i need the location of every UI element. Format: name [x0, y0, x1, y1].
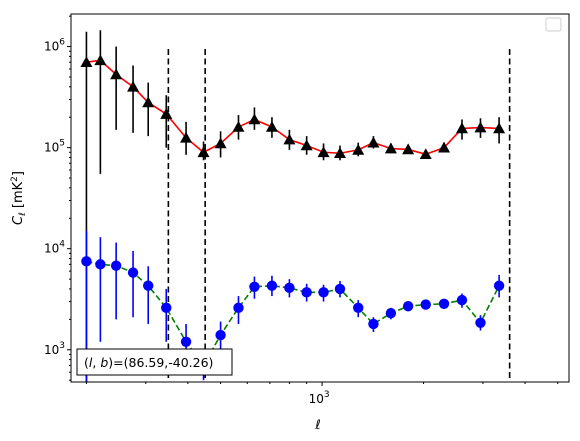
point-1-11: [266, 280, 278, 291]
point-0-10: [248, 113, 261, 125]
x-tick-label: 103: [309, 390, 330, 406]
point-0-0: [80, 56, 93, 68]
point-1-14: [318, 287, 329, 298]
point-0-18: [384, 142, 397, 154]
point-1-19: [402, 300, 414, 312]
y-axis-label: Cℓ [mK2]: [10, 171, 28, 225]
point-0-4: [142, 96, 155, 108]
point-0-6: [180, 131, 193, 143]
point-1-22: [456, 294, 468, 306]
point-1-12: [284, 282, 295, 294]
point-1-3: [127, 267, 139, 278]
point-1-23: [475, 317, 486, 328]
point-0-13: [300, 139, 313, 151]
point-1-21: [438, 298, 450, 310]
annotation-text: (l, b)=(86.59,-40.26): [84, 355, 213, 370]
series-0: [80, 30, 506, 382]
point-0-16: [352, 143, 365, 155]
point-0-22: [455, 122, 468, 134]
y-tick-label: 103: [44, 341, 65, 357]
point-1-2: [110, 260, 122, 271]
point-0-24: [493, 122, 506, 134]
point-0-5: [160, 108, 173, 119]
point-0-11: [265, 121, 278, 132]
point-1-15: [334, 283, 346, 295]
point-1-18: [385, 308, 397, 319]
plot-clip-group: [80, 30, 511, 382]
legend-box: [545, 17, 562, 32]
annotation-box: (l, b)=(86.59,-40.26): [76, 348, 233, 376]
point-1-24: [493, 280, 505, 291]
point-0-14: [317, 146, 330, 158]
y-tick-label: 104: [44, 240, 65, 256]
point-1-10: [249, 281, 260, 292]
plot-area: [80, 30, 511, 382]
point-1-16: [353, 302, 364, 314]
point-0-7: [197, 146, 210, 158]
point-0-12: [283, 133, 296, 145]
point-0-21: [438, 141, 451, 153]
point-1-8: [215, 329, 226, 341]
point-1-5: [161, 302, 172, 314]
point-0-1: [94, 54, 107, 66]
point-1-4: [143, 280, 154, 291]
axes-frame: [70, 13, 570, 383]
point-0-17: [367, 136, 380, 148]
point-1-9: [233, 302, 244, 314]
point-0-2: [110, 68, 123, 80]
point-1-6: [180, 336, 192, 347]
point-1-17: [368, 318, 379, 330]
point-0-9: [232, 121, 245, 132]
axis-ticks: 103 104 105 106 103: [44, 15, 559, 406]
point-1-13: [301, 287, 312, 298]
y-tick-label: 106: [44, 38, 65, 54]
point-1-20: [420, 299, 431, 310]
y-tick-label: 105: [44, 139, 65, 155]
point-1-1: [95, 259, 106, 270]
point-0-20: [419, 148, 432, 160]
point-0-3: [127, 80, 140, 92]
point-1-0: [81, 256, 92, 267]
point-0-19: [402, 143, 415, 155]
x-axis-label: ℓ: [314, 418, 320, 433]
point-0-15: [333, 147, 346, 159]
point-0-23: [474, 121, 487, 133]
point-0-8: [214, 137, 227, 149]
